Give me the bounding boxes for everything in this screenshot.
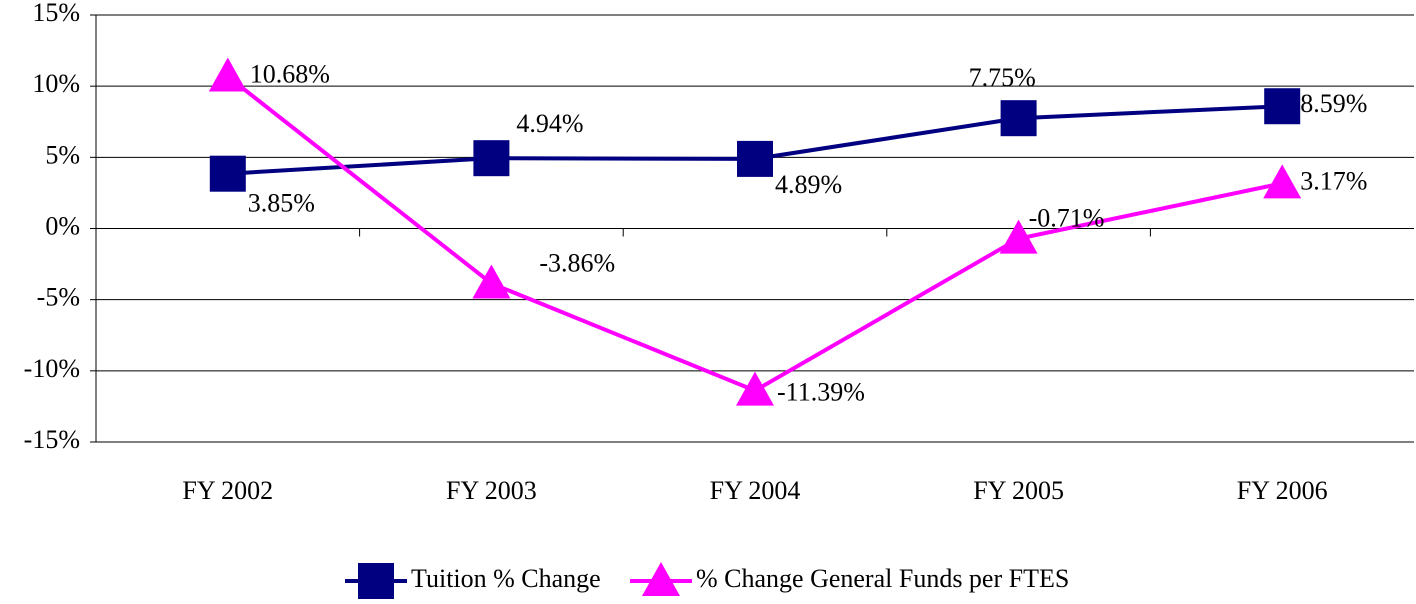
y-tick-label: 15% xyxy=(32,0,80,27)
legend-label: % Change General Funds per FTES xyxy=(696,564,1069,593)
data-point xyxy=(1264,88,1301,125)
data-label: 4.94% xyxy=(516,109,583,138)
data-label: -3.86% xyxy=(539,248,615,277)
x-tick-label: FY 2002 xyxy=(182,476,273,505)
x-tick-label: FY 2003 xyxy=(446,476,537,505)
x-tick-label: FY 2005 xyxy=(973,476,1064,505)
data-point xyxy=(472,264,511,299)
y-tick-label: 5% xyxy=(45,140,80,169)
data-point xyxy=(999,219,1038,254)
y-tick-label: -5% xyxy=(37,283,80,312)
data-point xyxy=(473,140,510,177)
data-point xyxy=(1263,164,1302,199)
data-point xyxy=(1000,100,1037,137)
legend-marker xyxy=(642,562,680,596)
y-tick-label: -15% xyxy=(24,425,80,454)
y-tick-label: 10% xyxy=(32,69,80,98)
series-line xyxy=(226,74,1283,393)
data-label: 3.17% xyxy=(1300,166,1367,195)
legend-marker xyxy=(358,563,394,599)
data-label: 7.75% xyxy=(969,63,1036,92)
data-point xyxy=(736,371,774,406)
legend-label: Tuition % Change xyxy=(411,564,601,593)
data-label: -0.71% xyxy=(1029,204,1105,233)
data-label: 8.59% xyxy=(1300,89,1367,118)
data-label: 4.89% xyxy=(775,170,842,199)
x-tick-label: FY 2004 xyxy=(710,476,801,505)
x-tick-label: FY 2006 xyxy=(1237,476,1328,505)
data-point xyxy=(737,140,773,177)
data-label: -11.39% xyxy=(777,378,865,407)
data-label: 3.85% xyxy=(248,189,315,218)
data-point xyxy=(208,57,247,92)
y-tick-label: 0% xyxy=(45,211,80,240)
data-point xyxy=(209,155,246,192)
y-tick-label: -10% xyxy=(24,354,80,383)
data-label: 10.68% xyxy=(250,59,330,88)
